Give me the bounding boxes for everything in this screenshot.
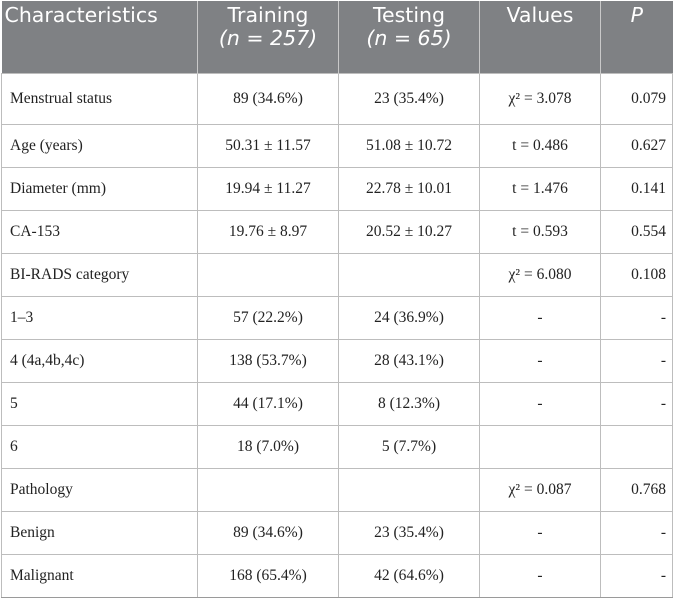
row-label: Pathology bbox=[1, 467, 198, 512]
row-testing: 28 (43.1%) bbox=[338, 338, 480, 383]
table-row: 1–3 57 (22.2%) 24 (36.9%) - - bbox=[1, 295, 673, 340]
row-training: 44 (17.1%) bbox=[197, 381, 339, 426]
row-label: BI-RADS category bbox=[1, 252, 198, 297]
row-testing: 20.52 ± 10.27 bbox=[338, 209, 480, 254]
table-row: Benign 89 (34.6%) 23 (35.4%) - - bbox=[1, 510, 673, 555]
row-p: 0.768 bbox=[600, 467, 673, 512]
row-training: 18 (7.0%) bbox=[197, 424, 339, 469]
row-p bbox=[600, 424, 673, 469]
header-row: Characteristics Training (n = 257) Testi… bbox=[1, 1, 673, 73]
table-row: Diameter (mm) 19.94 ± 11.27 22.78 ± 10.0… bbox=[1, 166, 673, 211]
header-values: Values bbox=[479, 1, 601, 73]
table-row: Age (years) 50.31 ± 11.57 51.08 ± 10.72 … bbox=[1, 123, 673, 168]
row-testing bbox=[338, 252, 480, 297]
row-testing: 42 (64.6%) bbox=[338, 553, 480, 598]
header-p: P bbox=[600, 1, 673, 73]
table-row: Menstrual status 89 (34.6%) 23 (35.4%) χ… bbox=[1, 72, 673, 125]
row-training: 19.94 ± 11.27 bbox=[197, 166, 339, 211]
row-value bbox=[479, 424, 601, 469]
row-testing: 24 (36.9%) bbox=[338, 295, 480, 340]
row-p: 0.079 bbox=[600, 72, 673, 125]
header-characteristics: Characteristics bbox=[1, 1, 198, 73]
row-label: Age (years) bbox=[1, 123, 198, 168]
row-training: 89 (34.6%) bbox=[197, 510, 339, 555]
row-testing: 23 (35.4%) bbox=[338, 510, 480, 555]
table-row: Malignant 168 (65.4%) 42 (64.6%) - - bbox=[1, 553, 673, 598]
row-label: 4 (4a,4b,4c) bbox=[1, 338, 198, 383]
row-testing: 5 (7.7%) bbox=[338, 424, 480, 469]
header-training-n: (n = 257) bbox=[218, 26, 318, 50]
table-row: 4 (4a,4b,4c) 138 (53.7%) 28 (43.1%) - - bbox=[1, 338, 673, 383]
row-p: - bbox=[600, 510, 673, 555]
row-testing: 22.78 ± 10.01 bbox=[338, 166, 480, 211]
row-training: 50.31 ± 11.57 bbox=[197, 123, 339, 168]
table-row: CA-153 19.76 ± 8.97 20.52 ± 10.27 t = 0.… bbox=[1, 209, 673, 254]
header-training: Training (n = 257) bbox=[197, 1, 339, 73]
row-value: χ² = 6.080 bbox=[479, 252, 601, 297]
table-row: 6 18 (7.0%) 5 (7.7%) bbox=[1, 424, 673, 469]
table-row: BI-RADS category χ² = 6.080 0.108 bbox=[1, 252, 673, 297]
row-value: χ² = 3.078 bbox=[479, 72, 601, 125]
row-value: - bbox=[479, 338, 601, 383]
row-value: - bbox=[479, 381, 601, 426]
row-training: 138 (53.7%) bbox=[197, 338, 339, 383]
table-body: Menstrual status 89 (34.6%) 23 (35.4%) χ… bbox=[1, 72, 673, 598]
row-training bbox=[197, 467, 339, 512]
row-value: - bbox=[479, 553, 601, 598]
row-training: 89 (34.6%) bbox=[197, 72, 339, 125]
row-label: 6 bbox=[1, 424, 198, 469]
row-p: 0.554 bbox=[600, 209, 673, 254]
row-value: - bbox=[479, 510, 601, 555]
row-testing: 51.08 ± 10.72 bbox=[338, 123, 480, 168]
row-testing bbox=[338, 467, 480, 512]
header-training-label: Training bbox=[227, 3, 309, 27]
table-row: Pathology χ² = 0.087 0.768 bbox=[1, 467, 673, 512]
row-value: χ² = 0.087 bbox=[479, 467, 601, 512]
row-label: Menstrual status bbox=[1, 72, 198, 125]
header-testing-n: (n = 65) bbox=[366, 26, 452, 50]
row-label: Diameter (mm) bbox=[1, 166, 198, 211]
row-p: - bbox=[600, 381, 673, 426]
row-value: t = 1.476 bbox=[479, 166, 601, 211]
row-value: t = 0.486 bbox=[479, 123, 601, 168]
row-label: CA-153 bbox=[1, 209, 198, 254]
row-p: 0.141 bbox=[600, 166, 673, 211]
row-label: Benign bbox=[1, 510, 198, 555]
row-training: 19.76 ± 8.97 bbox=[197, 209, 339, 254]
row-training: 168 (65.4%) bbox=[197, 553, 339, 598]
row-p: - bbox=[600, 338, 673, 383]
row-label: Malignant bbox=[1, 553, 198, 598]
row-p: - bbox=[600, 295, 673, 340]
row-training bbox=[197, 252, 339, 297]
row-value: - bbox=[479, 295, 601, 340]
row-training: 57 (22.2%) bbox=[197, 295, 339, 340]
row-testing: 8 (12.3%) bbox=[338, 381, 480, 426]
table-header: Characteristics Training (n = 257) Testi… bbox=[1, 1, 673, 73]
row-testing: 23 (35.4%) bbox=[338, 72, 480, 125]
header-testing-label: Testing bbox=[372, 3, 446, 27]
table-row: 5 44 (17.1%) 8 (12.3%) - - bbox=[1, 381, 673, 426]
row-label: 5 bbox=[1, 381, 198, 426]
row-p: - bbox=[600, 553, 673, 598]
row-label: 1–3 bbox=[1, 295, 198, 340]
row-value: t = 0.593 bbox=[479, 209, 601, 254]
header-testing: Testing (n = 65) bbox=[338, 1, 480, 73]
row-p: 0.108 bbox=[600, 252, 673, 297]
row-p: 0.627 bbox=[600, 123, 673, 168]
